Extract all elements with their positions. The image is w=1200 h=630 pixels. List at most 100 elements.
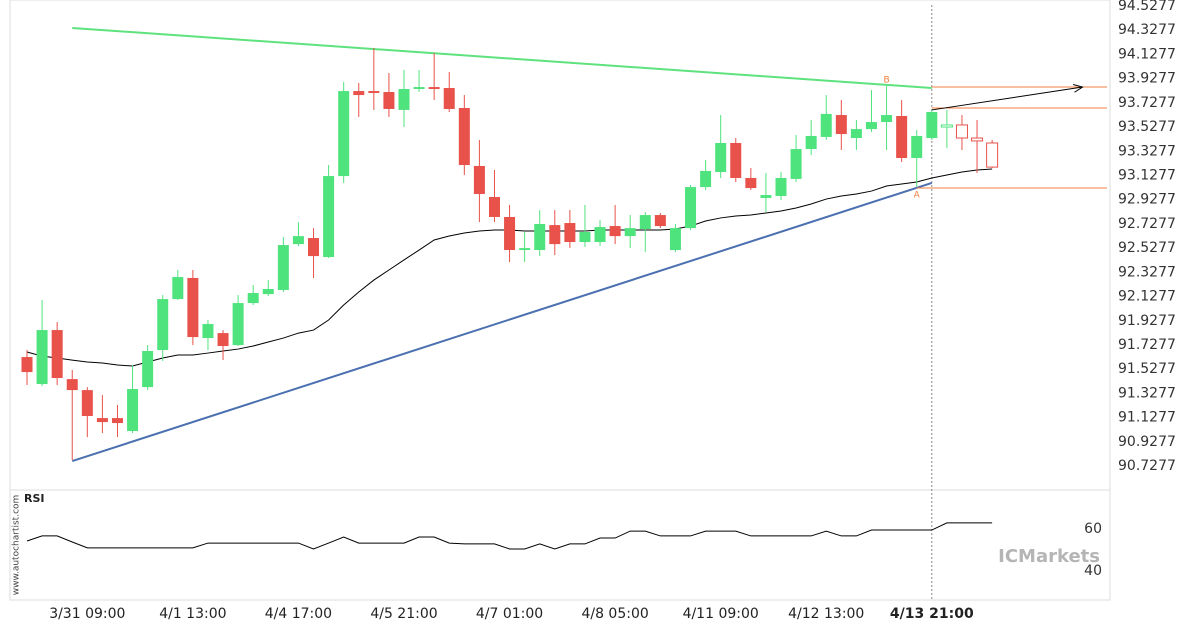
candle-body xyxy=(277,245,289,290)
candle-body xyxy=(579,231,591,243)
candle-body xyxy=(715,142,727,173)
candle-body xyxy=(865,122,877,130)
y-tick-label: 93.3277 xyxy=(1118,143,1176,159)
y-tick-label: 90.7277 xyxy=(1118,458,1176,474)
y-tick-label: 94.5277 xyxy=(1118,0,1176,14)
y-tick-label: 93.9277 xyxy=(1118,71,1176,87)
candle-body xyxy=(21,357,33,373)
candle-body xyxy=(308,238,320,257)
candle-body xyxy=(790,149,802,179)
candle-body xyxy=(232,303,244,346)
candle-body xyxy=(700,170,712,188)
x-tick-label: 4/7 01:00 xyxy=(476,606,543,622)
candle-body xyxy=(926,111,938,139)
x-tick-label: 3/31 09:00 xyxy=(49,606,125,622)
x-tick-label: 4/5 21:00 xyxy=(370,606,437,622)
candle-body xyxy=(262,289,274,295)
watermark: www.autochartist.com xyxy=(12,495,22,596)
x-tick-label: 4/8 05:00 xyxy=(581,606,648,622)
candle-body xyxy=(66,379,78,391)
candle-body xyxy=(443,88,455,109)
y-tick-label: 93.5277 xyxy=(1118,119,1176,135)
y-tick-label: 91.5277 xyxy=(1118,361,1176,377)
candle-body xyxy=(835,115,847,135)
candle-body xyxy=(323,176,335,258)
candle-body xyxy=(940,124,953,128)
y-tick-label: 92.5277 xyxy=(1118,240,1176,256)
candle-body xyxy=(413,87,425,89)
candle-body xyxy=(172,277,184,300)
y-tick-label: 93.7277 xyxy=(1118,95,1176,111)
y-tick-label: 91.9277 xyxy=(1118,313,1176,329)
y-tick-label: 93.1277 xyxy=(1118,167,1176,183)
candle-body xyxy=(624,228,636,237)
candle-body xyxy=(760,195,772,198)
x-tick-label: 4/1 13:00 xyxy=(159,606,226,622)
y-tick-label: 90.9277 xyxy=(1118,434,1176,450)
candle-body xyxy=(730,142,742,178)
candle-body xyxy=(669,228,681,251)
y-tick-label: 92.9277 xyxy=(1118,192,1176,208)
candle-body xyxy=(881,115,893,123)
projection-arrow xyxy=(931,87,1083,111)
rsi-title: RSI xyxy=(24,492,45,505)
x-tick-label: 4/12 13:00 xyxy=(788,606,864,622)
candle-body xyxy=(564,223,576,243)
trend-line xyxy=(71,181,933,463)
candle-body xyxy=(202,324,214,339)
x-tick-label: 4/13 21:00 xyxy=(890,606,974,622)
y-tick-label: 94.1277 xyxy=(1118,46,1176,62)
candle-body xyxy=(654,215,666,227)
annotation: B xyxy=(883,76,889,86)
y-tick-label: 91.3277 xyxy=(1118,385,1176,401)
candle-body xyxy=(955,124,968,139)
candle-body xyxy=(398,88,410,110)
candle-body xyxy=(142,351,154,388)
candle-body xyxy=(488,196,500,217)
candle-body xyxy=(292,236,304,245)
candle-body xyxy=(986,142,999,168)
candle-body xyxy=(338,91,350,177)
y-tick-label: 92.3277 xyxy=(1118,264,1176,280)
candle-body xyxy=(504,216,516,251)
candle-body xyxy=(353,91,365,96)
candle-body xyxy=(383,92,395,109)
candle-body xyxy=(805,135,817,150)
y-tick-label: 60 xyxy=(1084,521,1102,537)
candle-body xyxy=(549,225,561,245)
candle-body xyxy=(458,108,470,166)
candle-body xyxy=(51,330,63,379)
candle-body xyxy=(609,226,621,237)
candle-body xyxy=(911,135,923,159)
y-tick-label: 92.7277 xyxy=(1118,216,1176,232)
candle-body xyxy=(850,129,862,139)
candle-body xyxy=(111,418,123,424)
candle-body xyxy=(368,91,380,93)
candle-body xyxy=(217,333,229,347)
candle-body xyxy=(775,177,787,197)
y-tick-label: 94.3277 xyxy=(1118,22,1176,38)
trend-line xyxy=(72,26,932,90)
candle-body xyxy=(594,227,606,243)
candle-body xyxy=(36,330,48,385)
candle-body xyxy=(428,87,440,89)
candle-body xyxy=(971,137,984,142)
y-tick-label: 91.7277 xyxy=(1118,337,1176,353)
candle-body xyxy=(685,187,697,229)
candle-body xyxy=(519,248,531,251)
y-tick-label: 40 xyxy=(1084,563,1102,579)
rsi-panel xyxy=(9,489,1111,601)
candle-body xyxy=(247,293,259,304)
y-tick-label: 91.1277 xyxy=(1118,410,1176,426)
candle-body xyxy=(127,389,139,432)
candle-body xyxy=(534,223,546,251)
candle-body xyxy=(81,390,93,417)
logo: ICMarkets xyxy=(998,546,1100,567)
x-tick-label: 4/4 17:00 xyxy=(265,606,332,622)
candle-body xyxy=(896,115,908,159)
rsi-line xyxy=(26,522,993,550)
candle-body xyxy=(639,215,651,230)
y-tick-label: 92.1277 xyxy=(1118,289,1176,305)
